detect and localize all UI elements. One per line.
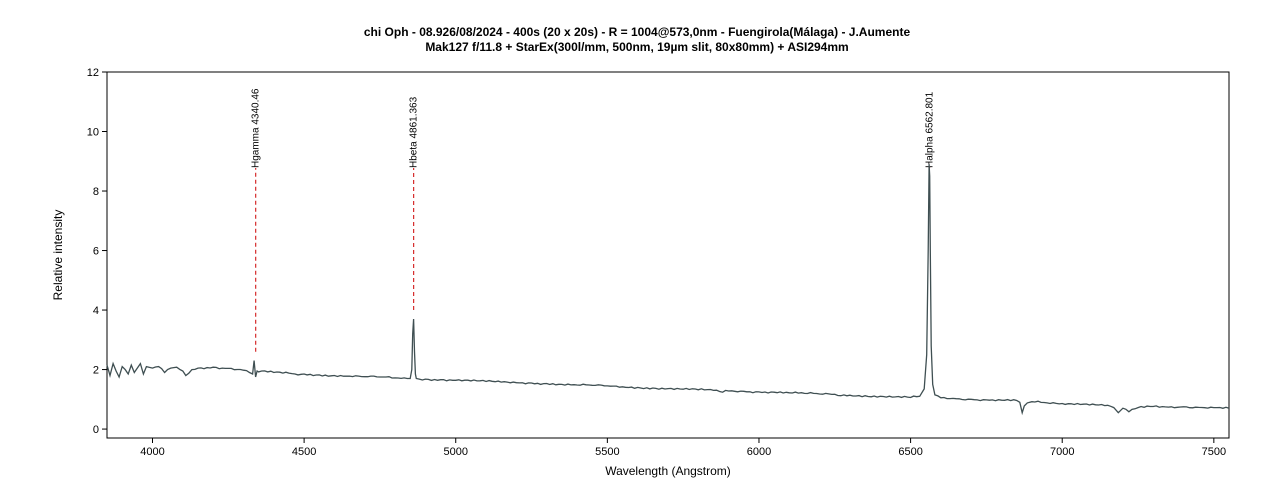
y-axis-label: Relative intensity <box>51 210 65 301</box>
x-tick-label: 6500 <box>898 446 922 458</box>
x-tick-label: 7500 <box>1202 446 1226 458</box>
y-tick-label: 12 <box>87 67 99 79</box>
y-tick-label: 0 <box>93 424 99 436</box>
chart-subtitle: Mak127 f/11.8 + StarEx(300l/mm, 500nm, 1… <box>425 40 849 54</box>
y-tick-label: 2 <box>93 365 99 377</box>
x-axis-label: Wavelength (Angstrom) <box>605 464 731 478</box>
y-tick-label: 8 <box>93 186 99 198</box>
line-marker-label: Halpha 6562.801 <box>925 91 936 168</box>
spectrum-line <box>106 164 1230 416</box>
x-tick-label: 7000 <box>1050 446 1074 458</box>
x-tick-label: 5500 <box>595 446 619 458</box>
x-tick-label: 6000 <box>747 446 771 458</box>
x-axis: 4000 4500 5000 5500 6000 6500 7000 7500 <box>140 438 1226 458</box>
line-marker-label: Hgamma 4340.46 <box>251 88 262 168</box>
x-tick-label: 5000 <box>443 446 467 458</box>
chart-title: chi Oph - 08.926/08/2024 - 400s (20 x 20… <box>363 25 911 39</box>
y-tick-label: 6 <box>93 246 99 258</box>
y-tick-label: 4 <box>93 305 99 317</box>
line-marker-label: Hbeta 4861.363 <box>409 96 420 168</box>
y-tick-label: 10 <box>87 127 99 139</box>
x-tick-label: 4000 <box>140 446 164 458</box>
x-tick-label: 4500 <box>292 446 316 458</box>
plot-area <box>106 71 1230 439</box>
y-axis: 0 2 4 6 8 10 12 <box>87 67 107 436</box>
